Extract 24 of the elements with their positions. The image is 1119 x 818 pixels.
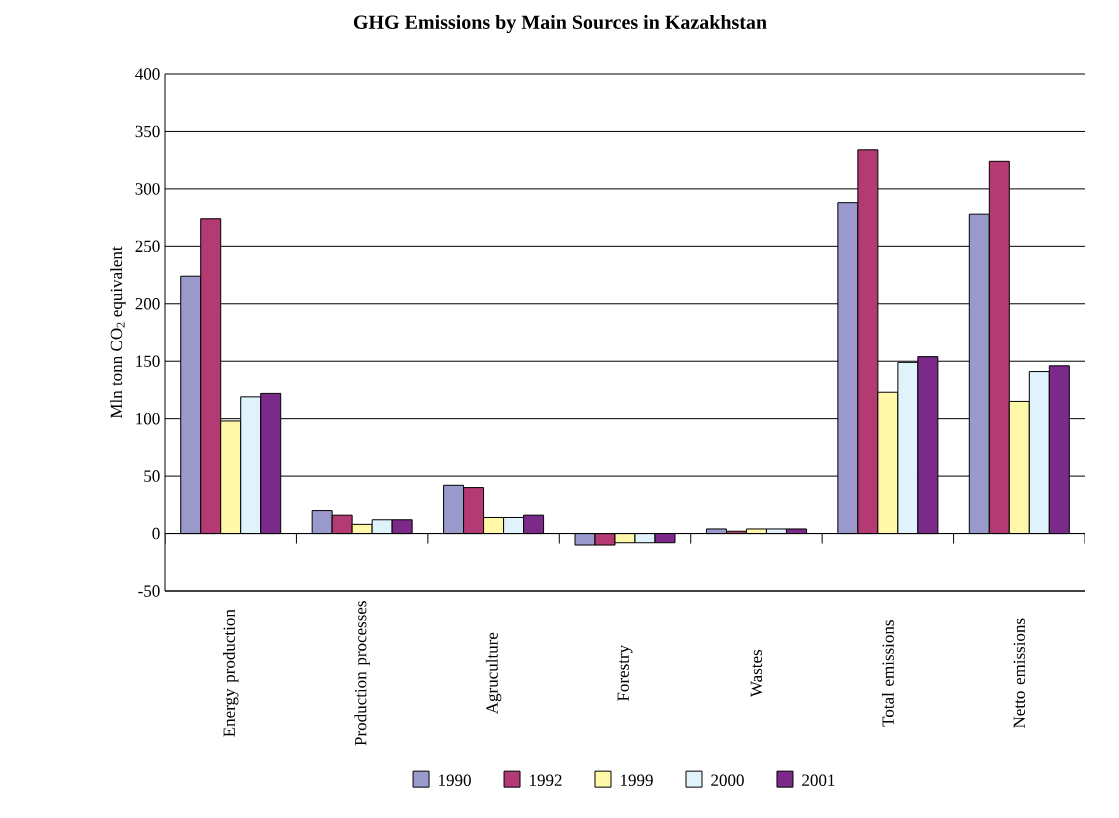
y-tick-label: 350 <box>135 125 160 138</box>
y-tick-label: -50 <box>138 585 160 597</box>
x-tick-label: Production processes <box>354 601 370 746</box>
y-tick-label: 100 <box>136 412 160 425</box>
legend-label: 1990 <box>439 774 471 786</box>
legend-label: 2001 <box>802 774 835 786</box>
y-tick-label: 150 <box>136 355 160 367</box>
y-tick-label: 300 <box>135 183 160 195</box>
legend-label: 1992 <box>530 774 562 786</box>
y-axis-title: Mln tonn CO$_{2}$ equivalent <box>110 246 126 419</box>
y-tick-label: 50 <box>144 470 160 482</box>
legend-label: 1999 <box>621 774 653 786</box>
x-tick-label: Total emissions <box>881 620 894 727</box>
y-tick-label: 400 <box>135 68 160 80</box>
x-tick-label: Forestry <box>617 644 633 702</box>
legend-label: 2000 <box>711 774 744 786</box>
y-tick-label: 200 <box>135 298 160 310</box>
x-tick-label: Netto emissions <box>1013 618 1026 728</box>
y-tick-label: 250 <box>135 240 160 253</box>
y-tick-label: 0 <box>152 527 160 540</box>
x-tick-label: Agruculture <box>485 632 502 715</box>
x-tick-label: Wastes <box>750 649 763 698</box>
chart-title: GHG Emissions by Main Sources in Kazakhstan <box>353 14 767 34</box>
x-tick-label: Energy production <box>222 609 239 737</box>
